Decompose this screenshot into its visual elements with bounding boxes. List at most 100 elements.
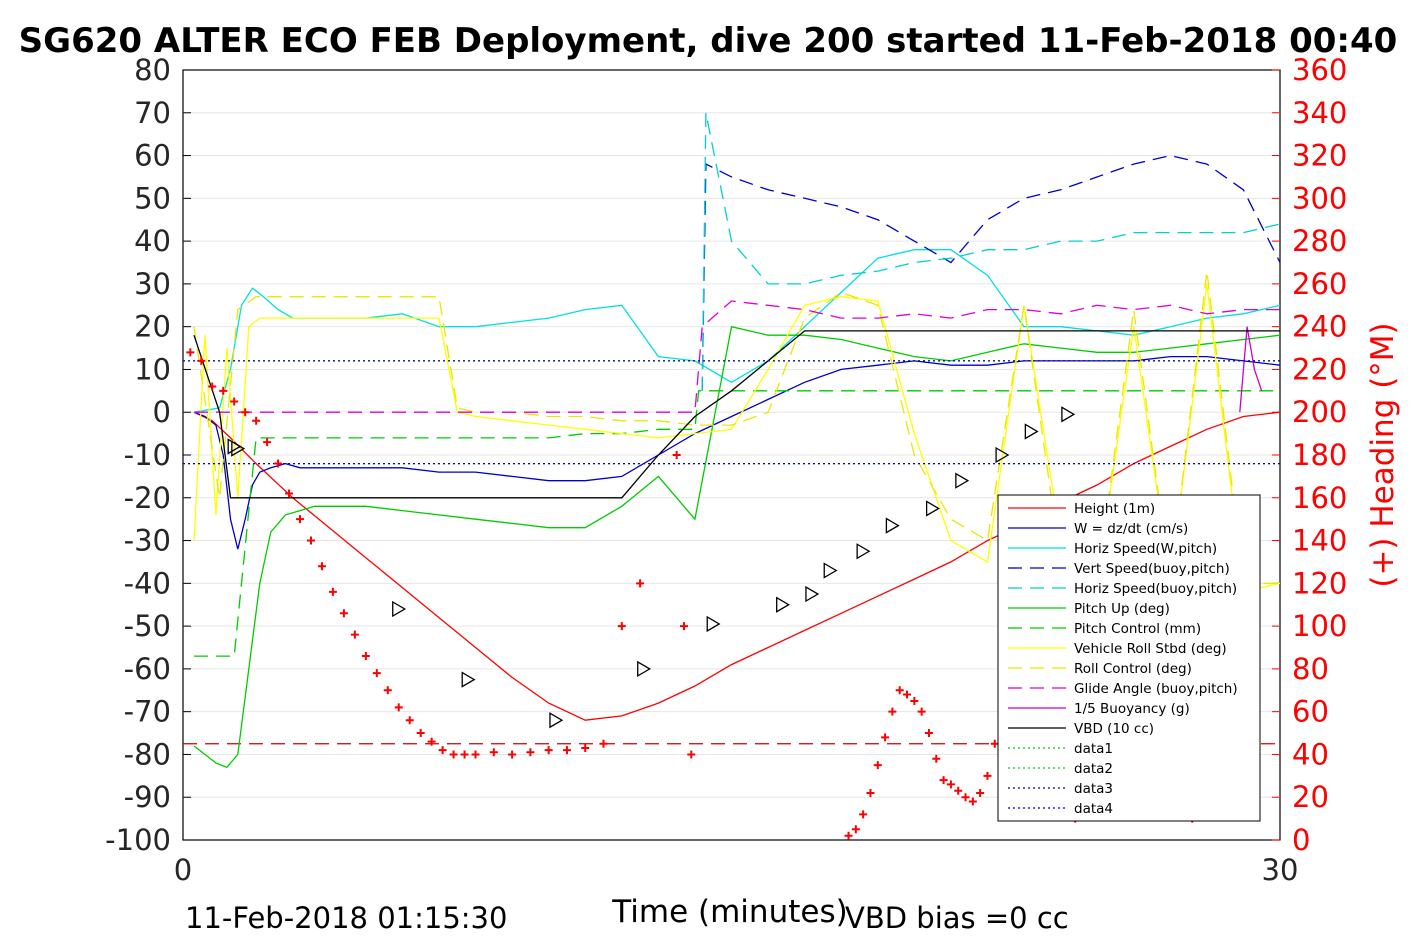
heading-marker	[285, 489, 294, 498]
heading-marker	[687, 750, 696, 759]
right-tick-label: 320	[1292, 139, 1347, 173]
heading-marker	[339, 609, 348, 618]
triangle-marker	[955, 472, 970, 489]
series-line-horiz-speed-buoy-pitch	[701, 112, 1281, 391]
right-axis-label: (+) Heading (°M)	[1365, 322, 1401, 587]
heading-marker	[230, 397, 239, 406]
triangle-marker	[885, 517, 900, 534]
triangle-marker	[637, 660, 652, 678]
legend-entry: Glide Angle (buoy,pitch)	[1074, 681, 1238, 697]
legend: Height (1m) W = dz/dt (cm/s) Horiz Speed(W…	[997, 494, 1261, 822]
heading-marker	[581, 744, 590, 753]
heading-marker	[968, 797, 977, 806]
heading-marker	[873, 761, 882, 770]
heading-marker	[954, 786, 963, 795]
heading-marker	[241, 408, 250, 417]
x-axis-ticks: 0 30	[174, 853, 1299, 887]
heading-marker	[983, 771, 992, 780]
legend-entry: 1/5 Buoyancy (g)	[1074, 701, 1190, 717]
left-tick-label: -20	[124, 481, 171, 515]
heading-marker	[844, 831, 853, 840]
heading-marker	[317, 562, 326, 571]
right-tick-label: 0	[1292, 823, 1310, 857]
series-line-w-dz-dt-cm-s	[193, 355, 1281, 550]
legend-entry: Pitch Up (deg)	[1074, 601, 1170, 617]
heading-marker	[903, 690, 912, 699]
heading-marker	[394, 703, 403, 712]
heading-marker	[208, 382, 217, 391]
right-tick-label: 340	[1292, 96, 1347, 130]
left-tick-label: 70	[134, 96, 171, 130]
heading-marker	[881, 733, 890, 742]
legend-entry: W = dz/dt (cm/s)	[1074, 521, 1188, 537]
left-tick-label: 20	[134, 310, 171, 344]
right-tick-label: 280	[1292, 224, 1347, 258]
series-line-vert-speed-buoy-pitch	[701, 154, 1281, 391]
heading-marker	[416, 729, 425, 738]
heading-marker	[296, 515, 305, 524]
right-tick-label: 160	[1292, 481, 1347, 515]
triangle-marker	[231, 440, 246, 457]
triangle-marker	[805, 585, 820, 603]
left-tick-label: 80	[134, 53, 171, 87]
series-line-pitch-up-deg	[193, 325, 1281, 769]
right-tick-label: 60	[1292, 695, 1329, 729]
legend-entry: Height (1m)	[1074, 501, 1155, 517]
heading-marker	[263, 438, 272, 447]
heading-marker	[383, 686, 392, 695]
triangle-marker	[995, 446, 1010, 464]
heading-marker	[372, 669, 381, 678]
heading-marker	[328, 587, 337, 596]
footer-vbd-bias: VBD bias =0 cc	[845, 901, 1069, 935]
heading-marker	[672, 451, 681, 459]
heading-marker	[361, 652, 370, 661]
series-line-vbd-10-cc	[193, 330, 1280, 499]
left-tick-label: -60	[124, 652, 171, 686]
right-tick-label: 360	[1292, 53, 1347, 87]
heading-marker	[219, 386, 228, 395]
triangle-marker	[392, 600, 407, 618]
right-tick-label: 100	[1292, 609, 1347, 643]
right-tick-label: 220	[1292, 352, 1347, 386]
left-tick-label: -30	[124, 524, 171, 558]
triangle-marker	[706, 615, 721, 633]
right-tick-label: 260	[1292, 267, 1347, 301]
right-tick-label: 240	[1292, 310, 1347, 344]
right-tick-label: 180	[1292, 438, 1347, 472]
heading-marker	[471, 750, 480, 759]
heading-marker	[976, 788, 985, 797]
legend-box	[997, 494, 1261, 822]
left-tick-label: -10	[124, 438, 171, 472]
left-tick-label: 40	[134, 224, 171, 258]
left-tick-label: -80	[124, 737, 171, 771]
heading-marker	[186, 348, 195, 357]
heading-marker	[427, 737, 436, 746]
left-tick-label: -40	[124, 566, 171, 600]
right-axis-ticks: 3603403203002802602402202001801601401201…	[1272, 53, 1347, 857]
heading-marker	[961, 793, 970, 802]
heading-marker	[599, 739, 608, 748]
triangle-marker	[1024, 423, 1039, 440]
heading-marker	[274, 459, 283, 468]
x-axis-label: Time (minutes)	[611, 894, 847, 930]
heading-marker	[917, 707, 926, 716]
triangle-marker	[925, 500, 940, 517]
heading-marker	[197, 356, 206, 365]
heading-marker	[932, 754, 941, 763]
legend-entry: Vert Speed(buoy,pitch)	[1074, 561, 1230, 577]
series-line-pitch-control-mm	[194, 390, 1280, 657]
heading-marker	[888, 707, 897, 716]
triangle-marker	[856, 543, 871, 560]
legend-entry: Pitch Control (mm)	[1074, 621, 1201, 637]
legend-entry: Horiz Speed(W,pitch)	[1074, 541, 1217, 557]
heading-marker	[449, 750, 458, 759]
heading-marker	[508, 750, 517, 759]
series-line-1-5-buoyancy-g	[1239, 326, 1263, 413]
series-line-height-1m	[193, 411, 1281, 721]
right-tick-label: 140	[1292, 524, 1347, 558]
heading-marker	[252, 416, 261, 425]
heading-marker	[990, 739, 999, 748]
left-axis-ticks: 80 70 60 50 40 30 20 10 0 -10 -20 -30 -40 -50 -60 -70 -8…	[105, 53, 191, 857]
heading-marker	[946, 780, 955, 789]
left-tick-label: -90	[124, 780, 171, 814]
